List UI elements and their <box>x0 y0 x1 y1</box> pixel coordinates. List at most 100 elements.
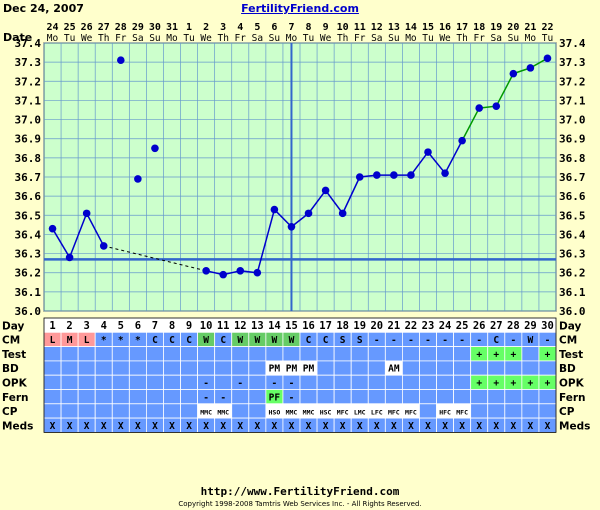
meds-value: X <box>545 421 551 432</box>
date-label: 11 <box>354 22 366 33</box>
fern-cell <box>504 389 523 405</box>
meds-value: X <box>237 421 243 432</box>
opk-cell <box>145 374 164 390</box>
meds-value: X <box>476 421 482 432</box>
cm-value: - <box>425 335 431 346</box>
weekday-label: Mo <box>525 33 537 44</box>
cp-row-label-right: CP <box>559 406 575 418</box>
meds-value: X <box>528 421 534 432</box>
cp-cell <box>180 403 199 419</box>
day-value: 28 <box>507 320 520 332</box>
cp-cell <box>521 403 540 419</box>
weekday-label: Tu <box>183 33 194 44</box>
weekday-label: Sa <box>252 33 263 44</box>
bd-cell <box>94 360 113 376</box>
test-cell <box>401 346 420 362</box>
opk-cell <box>333 374 352 390</box>
date-label: 14 <box>405 22 417 33</box>
opk-value: - <box>203 378 209 389</box>
cm-value: * <box>101 335 107 346</box>
chart-date: Dec 24, 2007 <box>3 2 84 15</box>
cm-value: - <box>545 335 551 346</box>
cp-cell <box>128 403 147 419</box>
fern-value: - <box>220 392 226 403</box>
day-value: 27 <box>490 320 503 332</box>
opk-cell <box>299 374 318 390</box>
cp-cell <box>60 403 79 419</box>
weekday-label: Sa <box>491 33 502 44</box>
opk-value: - <box>237 378 243 389</box>
fern-cell <box>94 389 113 405</box>
footer-copyright: Copyright 1998-2008 Tamtris Web Services… <box>178 500 422 508</box>
day-value: 3 <box>84 320 90 332</box>
day-value: 17 <box>319 320 332 332</box>
meds-value: X <box>510 421 516 432</box>
day-value: 21 <box>388 320 401 332</box>
cp-value: MFC <box>456 409 468 417</box>
test-cell <box>384 346 403 362</box>
y-tick-label: 37.4 <box>15 37 42 50</box>
meds-value: X <box>340 421 346 432</box>
cp-value: MFC <box>405 409 417 417</box>
weekday-label: Mo <box>405 33 417 44</box>
cp-cell <box>163 403 181 419</box>
cm-value: W <box>528 335 534 346</box>
weekday-label: Mo <box>166 33 178 44</box>
fern-cell <box>401 389 420 405</box>
bd-cell <box>163 360 181 376</box>
weekday-label: Tu <box>64 33 75 44</box>
date-label: 30 <box>149 22 161 33</box>
cp-value: HSO <box>269 409 281 417</box>
bd-value: AM <box>388 364 400 375</box>
temp-point <box>253 268 262 277</box>
opk-value: - <box>272 378 278 389</box>
test-cell <box>350 346 369 362</box>
meds-value: X <box>186 421 192 432</box>
fern-cell <box>333 389 352 405</box>
temp-point <box>219 270 227 279</box>
weekday-label: Sa <box>371 33 382 44</box>
site-link[interactable]: FertilityFriend.com <box>241 2 359 15</box>
meds-value: X <box>323 421 329 432</box>
bd-cell <box>504 360 523 376</box>
cm-value: - <box>374 335 380 346</box>
opk-value: - <box>289 378 295 389</box>
fern-cell <box>419 389 437 405</box>
date-label: 2 <box>203 22 209 33</box>
y-tick-label-right: 36.4 <box>559 228 586 241</box>
bd-cell <box>470 360 489 376</box>
meds-value: X <box>84 421 90 432</box>
bd-cell <box>60 360 79 376</box>
test-cell <box>419 346 437 362</box>
opk-row-label: OPK <box>2 378 28 390</box>
cp-cell <box>248 403 267 419</box>
temp-point <box>355 173 364 181</box>
temp-point <box>509 69 518 78</box>
date-label: 27 <box>98 22 110 33</box>
temp-segment <box>444 140 463 174</box>
rising-segment <box>495 73 514 107</box>
temp-point <box>65 253 74 262</box>
opk-cell <box>384 374 403 390</box>
date-label: 19 <box>490 22 502 33</box>
temp-point <box>407 171 415 179</box>
date-label: 6 <box>271 22 277 33</box>
temp-segment <box>341 176 361 214</box>
cp-value: MMC <box>200 409 212 417</box>
temp-segment <box>307 189 327 214</box>
weekday-label: Th <box>217 33 228 44</box>
cp-cell <box>419 403 437 419</box>
opk-value: + <box>476 378 482 389</box>
day-value: 2 <box>66 320 72 332</box>
y-tick-label-right: 36.8 <box>559 152 586 165</box>
day-value: 7 <box>152 320 158 332</box>
meds-value: X <box>118 421 124 432</box>
bd-cell <box>333 360 352 376</box>
cp-value: MFC <box>388 409 400 417</box>
temp-point <box>458 136 466 145</box>
fern-cell <box>367 389 386 405</box>
date-label: 7 <box>288 22 294 33</box>
footer-url[interactable]: http://www.FertilityFriend.com <box>200 485 400 498</box>
cm-value: C <box>186 335 192 346</box>
opk-cell <box>401 374 420 390</box>
